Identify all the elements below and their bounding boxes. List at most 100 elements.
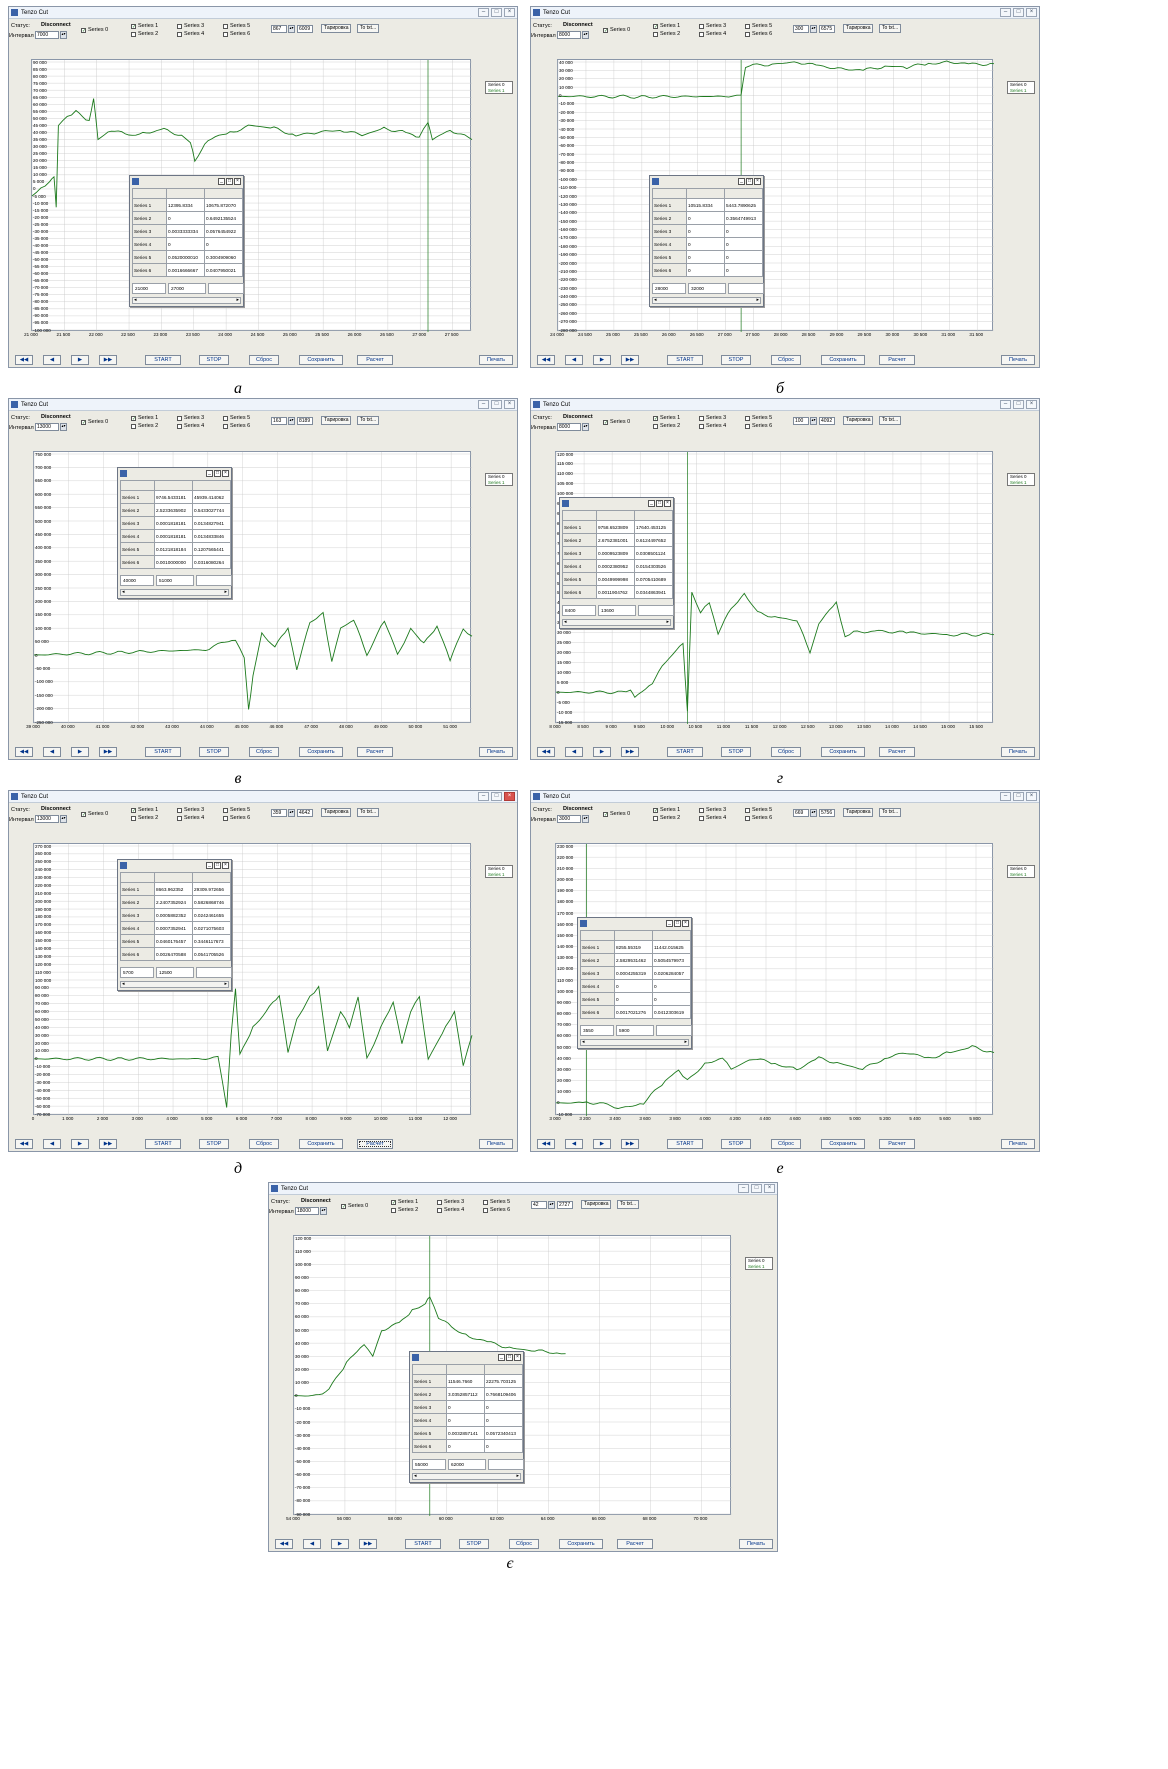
print-button[interactable]: Печать: [1001, 1139, 1035, 1149]
series-checkbox[interactable]: Series 2: [653, 814, 680, 822]
print-button[interactable]: Печать: [1001, 355, 1035, 365]
range-end-input[interactable]: 32000: [688, 283, 726, 294]
series-checkbox[interactable]: Series 3: [177, 806, 204, 814]
series-checkbox[interactable]: Series 3: [177, 414, 204, 422]
interval-input[interactable]: 3000: [557, 815, 581, 823]
series-checkbox[interactable]: ✓ Series 1: [391, 1198, 418, 1206]
series-checkbox[interactable]: Series 2: [653, 422, 680, 430]
minimize-button[interactable]: _: [498, 1354, 505, 1361]
spin-b-input[interactable]: 2727: [557, 1201, 573, 1209]
series-checkbox[interactable]: Series 3: [437, 1198, 464, 1206]
checkbox-icon[interactable]: [391, 1207, 396, 1213]
series-checkbox[interactable]: Series 4: [699, 422, 726, 430]
series-checkbox[interactable]: Series 4: [177, 422, 204, 430]
series-checkbox[interactable]: ✓ Series 0: [603, 418, 630, 426]
minimize-button[interactable]: _: [206, 470, 213, 477]
spin-b-input[interactable]: 5756: [819, 809, 835, 817]
start-button[interactable]: START: [667, 1139, 703, 1149]
checkbox-icon[interactable]: [131, 31, 136, 37]
spin-a-stepper[interactable]: ▴▾: [548, 1201, 555, 1209]
series-checkbox[interactable]: ✓ Series 0: [81, 810, 108, 818]
to-txt-button[interactable]: To txt...: [879, 808, 902, 817]
range-extra-field[interactable]: [208, 283, 244, 294]
nav-last-button[interactable]: ▶▶: [99, 747, 117, 757]
interval-spinner[interactable]: ▴▾: [582, 815, 589, 823]
checked-checkbox-icon[interactable]: ✓: [81, 811, 87, 818]
spin-a-input[interactable]: 300: [793, 25, 809, 33]
series-checkbox[interactable]: ✓ Series 1: [131, 806, 158, 814]
maximize-button[interactable]: □: [491, 8, 502, 17]
close-button[interactable]: ×: [1026, 8, 1037, 17]
minimize-button[interactable]: –: [478, 8, 489, 17]
calculate-button[interactable]: Расчет: [357, 747, 393, 757]
maximize-button[interactable]: □: [491, 400, 502, 409]
nav-last-button[interactable]: ▶▶: [621, 1139, 639, 1149]
stop-button[interactable]: STOP: [199, 355, 229, 365]
series-checkbox[interactable]: ✓ Series 0: [603, 26, 630, 34]
series-checkbox[interactable]: Series 2: [131, 814, 158, 822]
to-txt-button[interactable]: To txt...: [357, 808, 380, 817]
spin-a-stepper[interactable]: ▴▾: [288, 417, 295, 425]
series-checkbox[interactable]: Series 6: [745, 422, 772, 430]
calculate-button[interactable]: Расчет: [357, 1139, 393, 1149]
range-start-input[interactable]: 28000: [652, 283, 686, 294]
spin-a-input[interactable]: 42: [531, 1201, 547, 1209]
minimize-button[interactable]: –: [1000, 400, 1011, 409]
nav-prev-button[interactable]: ◀: [43, 747, 61, 757]
checkbox-icon[interactable]: [699, 807, 704, 813]
range-start-input[interactable]: 3550: [580, 1025, 614, 1036]
spin-b-input[interactable]: 6009: [297, 25, 313, 33]
nav-next-button[interactable]: ▶: [593, 747, 611, 757]
interval-spinner[interactable]: ▴▾: [60, 31, 67, 39]
checkbox-icon[interactable]: [699, 815, 704, 821]
save-button[interactable]: Сохранить: [821, 747, 865, 757]
minimize-button[interactable]: –: [1000, 792, 1011, 801]
nav-next-button[interactable]: ▶: [71, 747, 89, 757]
checkbox-icon[interactable]: [131, 815, 136, 821]
calculate-button[interactable]: Расчет: [879, 355, 915, 365]
maximize-button[interactable]: □: [506, 1354, 513, 1361]
maximize-button[interactable]: □: [1013, 792, 1024, 801]
minimize-button[interactable]: –: [478, 792, 489, 801]
print-button[interactable]: Печать: [739, 1539, 773, 1549]
save-button[interactable]: Сохранить: [299, 747, 343, 757]
close-button[interactable]: ×: [1026, 792, 1037, 801]
series-checkbox[interactable]: ✓ Series 1: [653, 414, 680, 422]
series-checkbox[interactable]: Series 5: [223, 414, 250, 422]
calculate-button[interactable]: Расчет: [879, 1139, 915, 1149]
nav-next-button[interactable]: ▶: [593, 355, 611, 365]
nav-prev-button[interactable]: ◀: [43, 1139, 61, 1149]
save-button[interactable]: Сохранить: [821, 1139, 865, 1149]
series-checkbox[interactable]: Series 6: [223, 422, 250, 430]
interval-input[interactable]: 18000: [295, 1207, 319, 1215]
series-checkbox[interactable]: Series 2: [131, 422, 158, 430]
checkbox-icon[interactable]: [699, 423, 704, 429]
series-checkbox[interactable]: ✓ Series 1: [131, 22, 158, 30]
nav-last-button[interactable]: ▶▶: [99, 1139, 117, 1149]
minimize-button[interactable]: _: [648, 500, 655, 507]
series-checkbox[interactable]: Series 6: [223, 814, 250, 822]
checkbox-icon[interactable]: [483, 1199, 488, 1205]
spin-b-input[interactable]: 4092: [819, 417, 835, 425]
spin-a-stepper[interactable]: ▴▾: [288, 25, 295, 33]
nav-prev-button[interactable]: ◀: [565, 747, 583, 757]
series-checkbox[interactable]: ✓ Series 0: [603, 810, 630, 818]
nav-next-button[interactable]: ▶: [593, 1139, 611, 1149]
print-button[interactable]: Печать: [1001, 747, 1035, 757]
checkbox-icon[interactable]: [177, 415, 182, 421]
reset-button[interactable]: Сброс: [249, 1139, 279, 1149]
maximize-button[interactable]: □: [751, 1184, 762, 1193]
range-end-input[interactable]: 13600: [598, 605, 636, 616]
close-button[interactable]: ×: [682, 920, 689, 927]
stop-button[interactable]: STOP: [721, 1139, 751, 1149]
series-checkbox[interactable]: Series 4: [699, 814, 726, 822]
series-checkbox[interactable]: Series 3: [699, 806, 726, 814]
checked-checkbox-icon[interactable]: ✓: [603, 419, 609, 426]
reset-button[interactable]: Сброс: [771, 355, 801, 365]
maximize-button[interactable]: □: [656, 500, 663, 507]
checked-checkbox-icon[interactable]: ✓: [131, 23, 137, 30]
series-checkbox[interactable]: Series 3: [699, 414, 726, 422]
nav-next-button[interactable]: ▶: [331, 1539, 349, 1549]
stop-button[interactable]: STOP: [459, 1539, 489, 1549]
interval-input[interactable]: 7000: [35, 31, 59, 39]
